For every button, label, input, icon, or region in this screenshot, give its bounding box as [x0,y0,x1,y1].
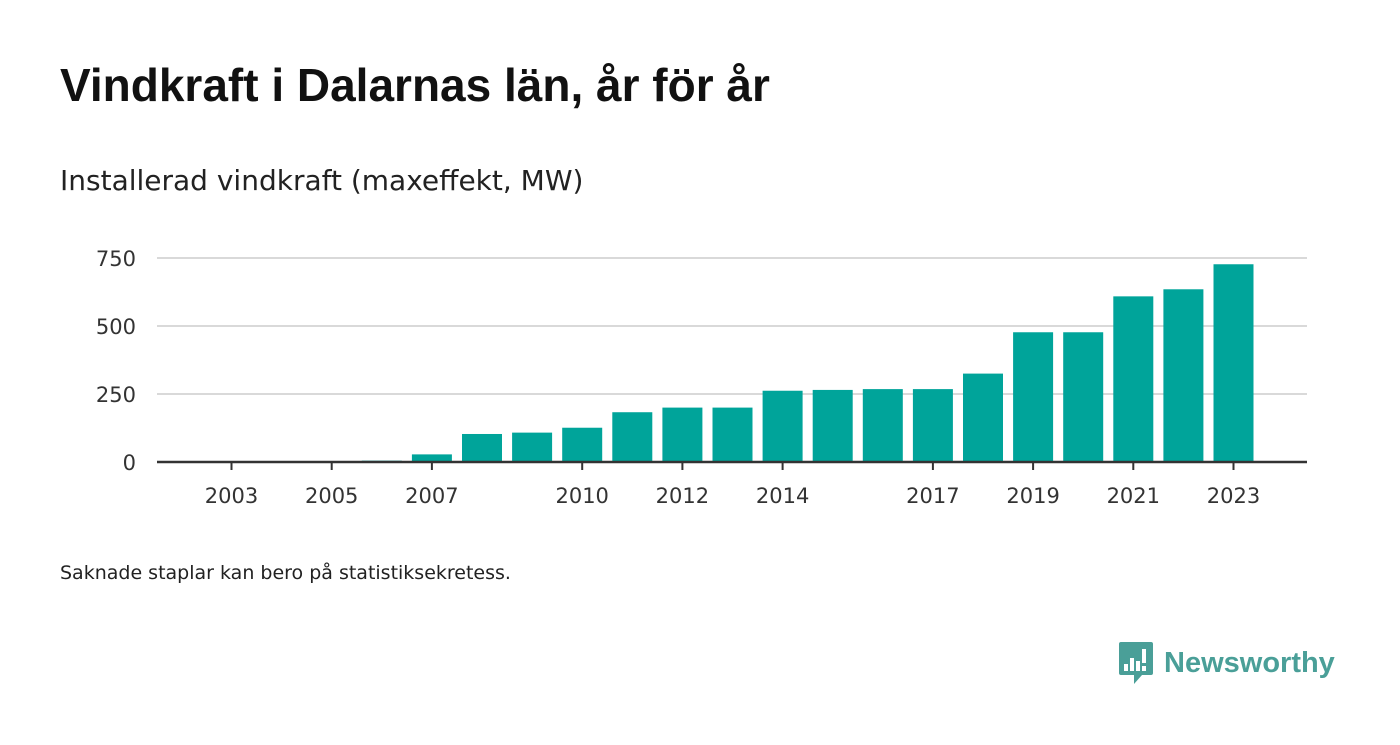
bar-2011[interactable] [612,412,653,462]
bar-2019[interactable] [1013,332,1054,462]
y-axis-ticks: 0 250 500 750 [96,247,136,475]
x-tick-label: 2014 [756,484,809,508]
bars [211,264,1254,462]
x-tick-label: 2019 [1006,484,1059,508]
bar-2017[interactable] [912,389,953,462]
x-tick-label: 2007 [405,484,458,508]
chart-subtitle: Installerad vindkraft (maxeffekt, MW) [60,164,584,197]
bar-2016[interactable] [862,389,903,462]
y-tick-label: 750 [96,247,136,271]
bar-2012[interactable] [662,407,703,462]
x-tick-label: 2017 [906,484,959,508]
y-tick-label: 500 [96,315,136,339]
bar-2020[interactable] [1063,332,1104,462]
bar-2010[interactable] [562,427,603,462]
bar-2013[interactable] [712,407,753,462]
x-tick-label: 2012 [656,484,709,508]
bar-2009[interactable] [512,432,553,462]
y-tick-label: 250 [96,383,136,407]
x-tick-label: 2010 [555,484,608,508]
bar-2023[interactable] [1213,264,1254,462]
bar-2021[interactable] [1113,296,1154,462]
brand-name: Newsworthy [1164,646,1335,679]
chart-title: Vindkraft i Dalarnas län, år för år [60,59,770,111]
y-tick-label: 0 [123,451,136,475]
x-tick-label: 2005 [305,484,358,508]
bar-2015[interactable] [812,389,853,462]
bar-2022[interactable] [1163,289,1204,462]
x-tick-label: 2023 [1207,484,1260,508]
x-tick-label: 2003 [205,484,258,508]
footnote: Saknade staplar kan bero på statistiksek… [60,562,511,584]
x-axis-ticks: 2003 2005 2007 2010 2012 2014 2017 2019 2021 2023 [205,462,1260,508]
bar-2007[interactable] [411,454,452,462]
newsworthy-bars-icon [1119,642,1153,684]
bar-2008[interactable] [462,433,502,462]
bar-2018[interactable] [963,373,1003,462]
x-tick-label: 2021 [1107,484,1160,508]
brand-logo[interactable]: Newsworthy [1118,640,1335,686]
bar-2014[interactable] [762,390,803,462]
